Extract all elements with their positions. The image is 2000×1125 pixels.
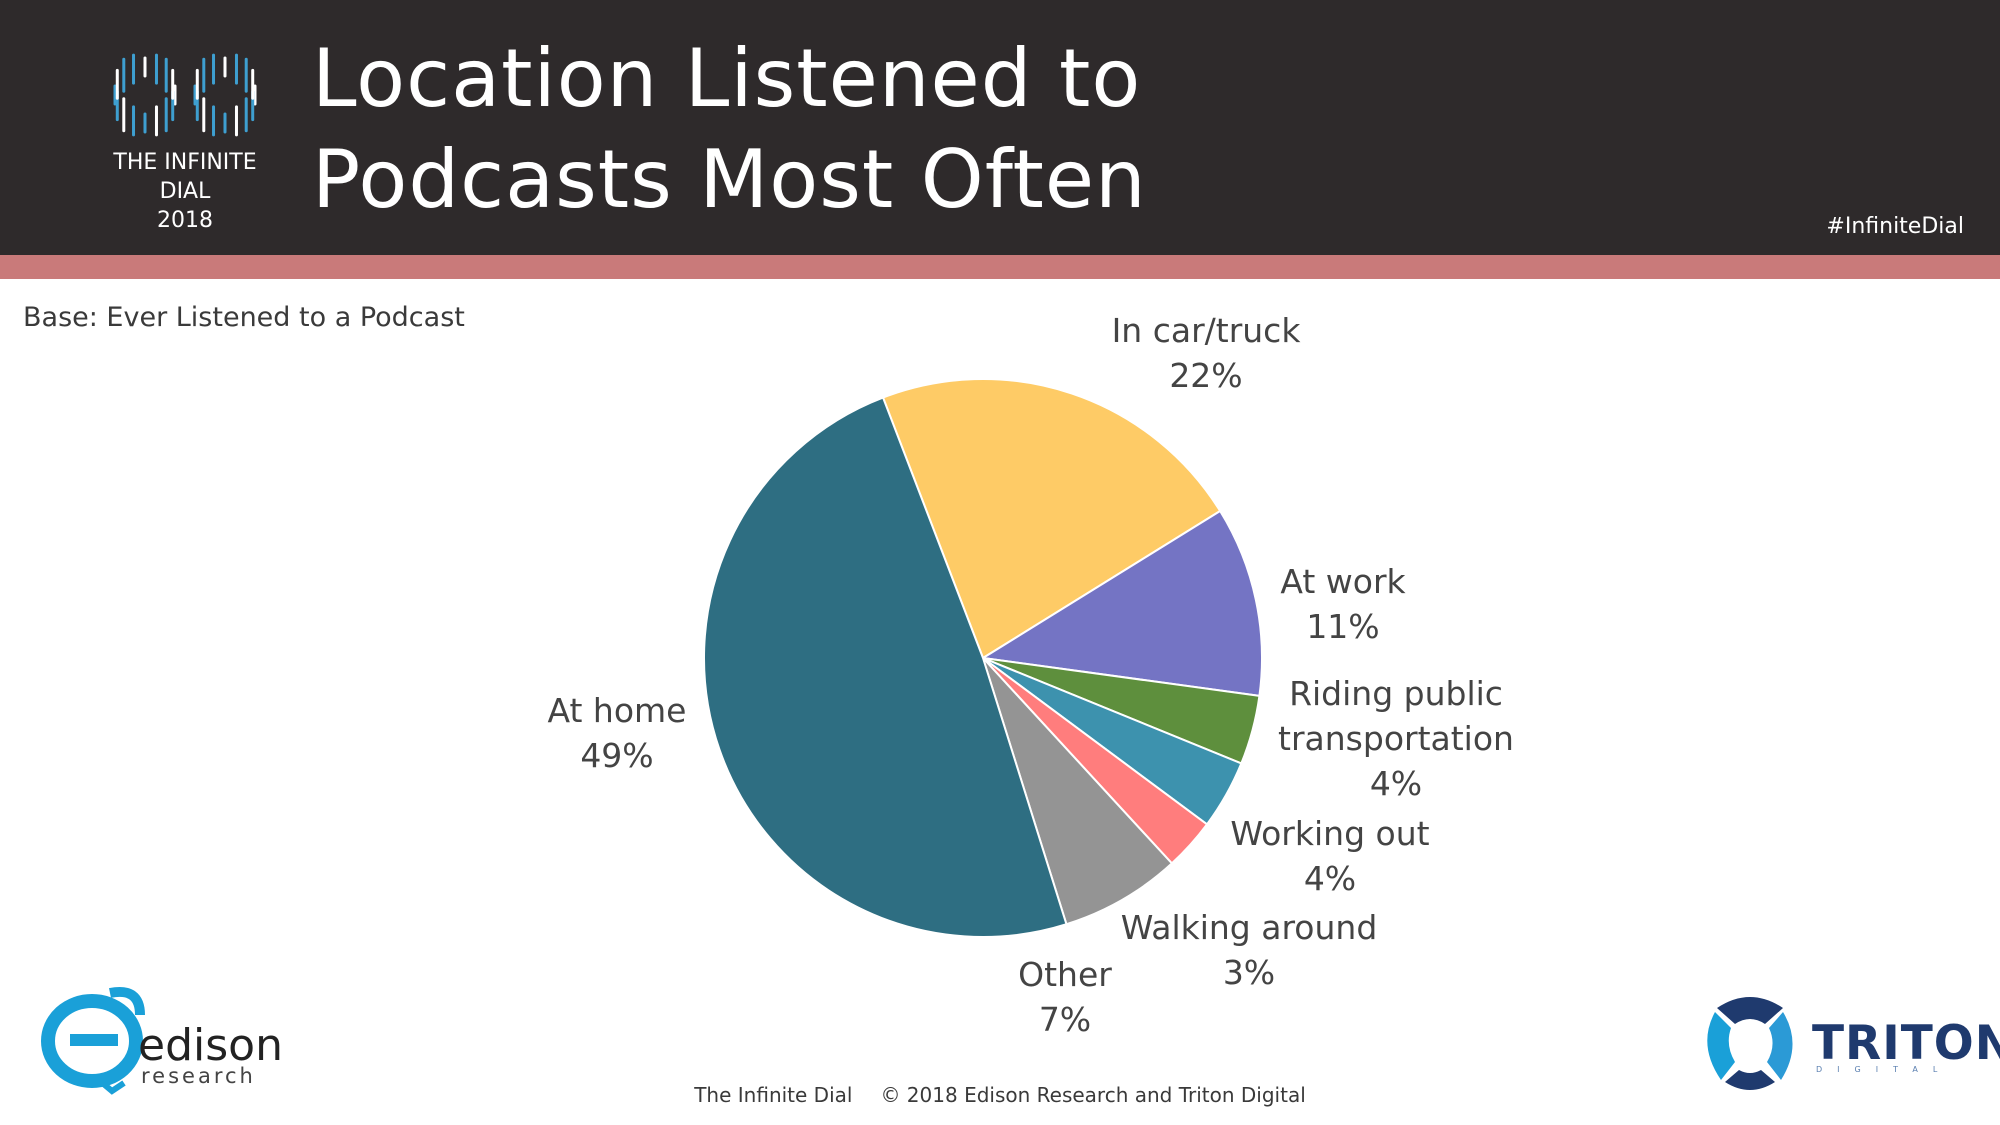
footer-note: The Infinite Dial © 2018 Edison Research … <box>0 1083 2000 1107</box>
infinite-dial-logo-icon <box>113 53 257 137</box>
pie-slice-at-home <box>703 396 1068 938</box>
slice-value-label: 22% <box>1169 356 1242 395</box>
page-title: Location Listened to Podcasts Most Often <box>312 28 1147 230</box>
slice-label: Walking around <box>1121 908 1378 947</box>
header-bar <box>0 0 2000 255</box>
pie-slice-in-car-truck <box>881 378 1222 660</box>
edison-wordmark: edison <box>138 1020 283 1071</box>
pie-labels: In car/truck 22% At work 11% Riding public tr… <box>548 311 1514 1039</box>
accent-bar <box>0 255 2000 279</box>
brand-caption: THE INFINITE DIAL 2018 <box>85 148 285 235</box>
brand-name: THE INFINITE DIAL <box>113 150 257 204</box>
hashtag: #InfiniteDial <box>1826 214 1964 239</box>
triton-digital-logo-icon <box>1707 997 1793 1090</box>
slice-value-label: 4% <box>1370 764 1422 803</box>
slice-label: transportation <box>1278 719 1514 758</box>
footer-right: © 2018 Edison Research and Triton Digita… <box>880 1083 1306 1107</box>
slice-label: Working out <box>1230 814 1429 853</box>
slice-label: In car/truck <box>1112 311 1302 350</box>
slice-label: Other <box>1018 955 1112 994</box>
slice-label: At home <box>548 691 687 730</box>
slice-value-label: 4% <box>1304 859 1356 898</box>
pie-slices <box>703 378 1263 938</box>
slice-value-label: 11% <box>1306 607 1379 646</box>
footer-left: The Infinite Dial <box>694 1083 853 1107</box>
base-note: Base: Ever Listened to a Podcast <box>23 302 465 333</box>
triton-subtext: DIGITAL <box>1816 1065 1953 1074</box>
title-line-1: Location Listened to <box>312 32 1142 125</box>
slice-value-label: 3% <box>1223 953 1275 992</box>
brand-year: 2018 <box>157 208 213 233</box>
pie-slice-other <box>982 657 1174 926</box>
slice-label: At work <box>1280 562 1406 601</box>
slice-label: Riding public <box>1289 674 1503 713</box>
edison-subtext: research <box>141 1064 256 1088</box>
pie-slice-at-work <box>980 509 1263 697</box>
title-line-2: Podcasts Most Often <box>312 133 1147 226</box>
triton-wordmark: TRITON <box>1812 1016 2000 1071</box>
slice-value-label: 7% <box>1039 1000 1091 1039</box>
slice-value-label: 49% <box>580 736 653 775</box>
edison-research-logo-icon <box>41 987 145 1095</box>
